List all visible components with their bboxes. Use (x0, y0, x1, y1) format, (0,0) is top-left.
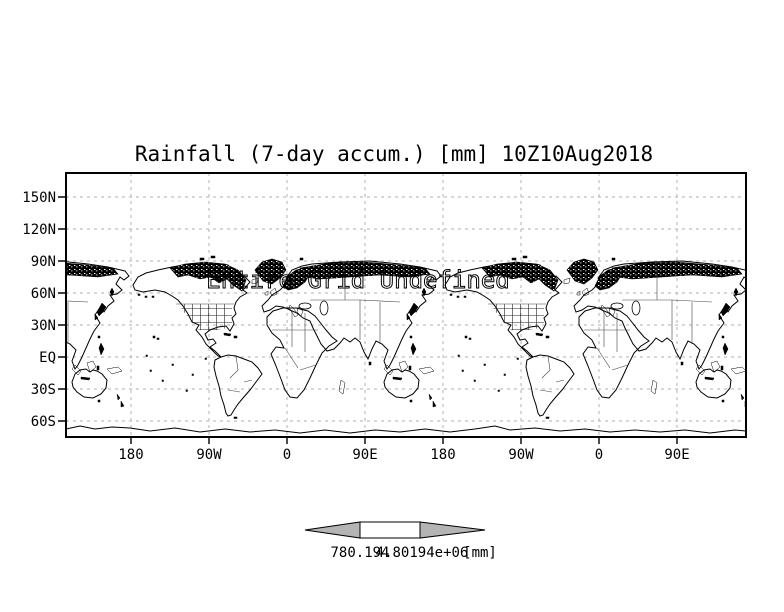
x-axis-labels: 180 90W 0 90E 180 90W 0 90E (118, 447, 689, 463)
lon-label-4: 90E (352, 447, 377, 463)
lat-label-eq: EQ (39, 350, 56, 366)
colorbar-middle-segment (359, 521, 421, 539)
antarctica-coast (66, 425, 746, 434)
y-axis-labels: 150N 120N 90N 60N 30N EQ 30S 60S (22, 190, 56, 430)
grid-undefined-overlay: Entire Grid Undefined (206, 266, 509, 294)
colorbar-left-arrow (304, 521, 361, 539)
lat-label-120n: 120N (22, 222, 56, 238)
colorbar-right-arrow (419, 521, 486, 539)
lat-label-60s: 60S (31, 414, 56, 430)
axis-ticks (58, 196, 678, 444)
colorbar-units: [mm] (463, 545, 497, 561)
lat-label-90n: 90N (31, 254, 56, 270)
world-map (66, 255, 746, 434)
lon-label-7: 0 (595, 447, 603, 463)
lat-label-30s: 30S (31, 382, 56, 398)
lon-label-1: 180 (118, 447, 143, 463)
map-copy-sliver (66, 255, 130, 419)
lat-label-60n: 60N (31, 286, 56, 302)
lon-label-5: 180 (430, 447, 455, 463)
lon-label-8: 90E (664, 447, 689, 463)
colorbar-left-value: 780.194 (330, 545, 389, 561)
colorbar-right-value: 4.80194e+06 (376, 545, 469, 561)
lon-label-2: 90W (196, 447, 222, 463)
plot-title: Rainfall (7-day accum.) [mm] 10Z10Aug201… (135, 142, 653, 166)
lat-label-150n: 150N (22, 190, 56, 206)
lat-label-30n: 30N (31, 318, 56, 334)
colorbar: 780.194 4.80194e+06 [mm] (304, 521, 497, 561)
plot-frame (65, 172, 747, 438)
lon-label-3: 0 (283, 447, 291, 463)
lon-label-6: 90W (508, 447, 534, 463)
